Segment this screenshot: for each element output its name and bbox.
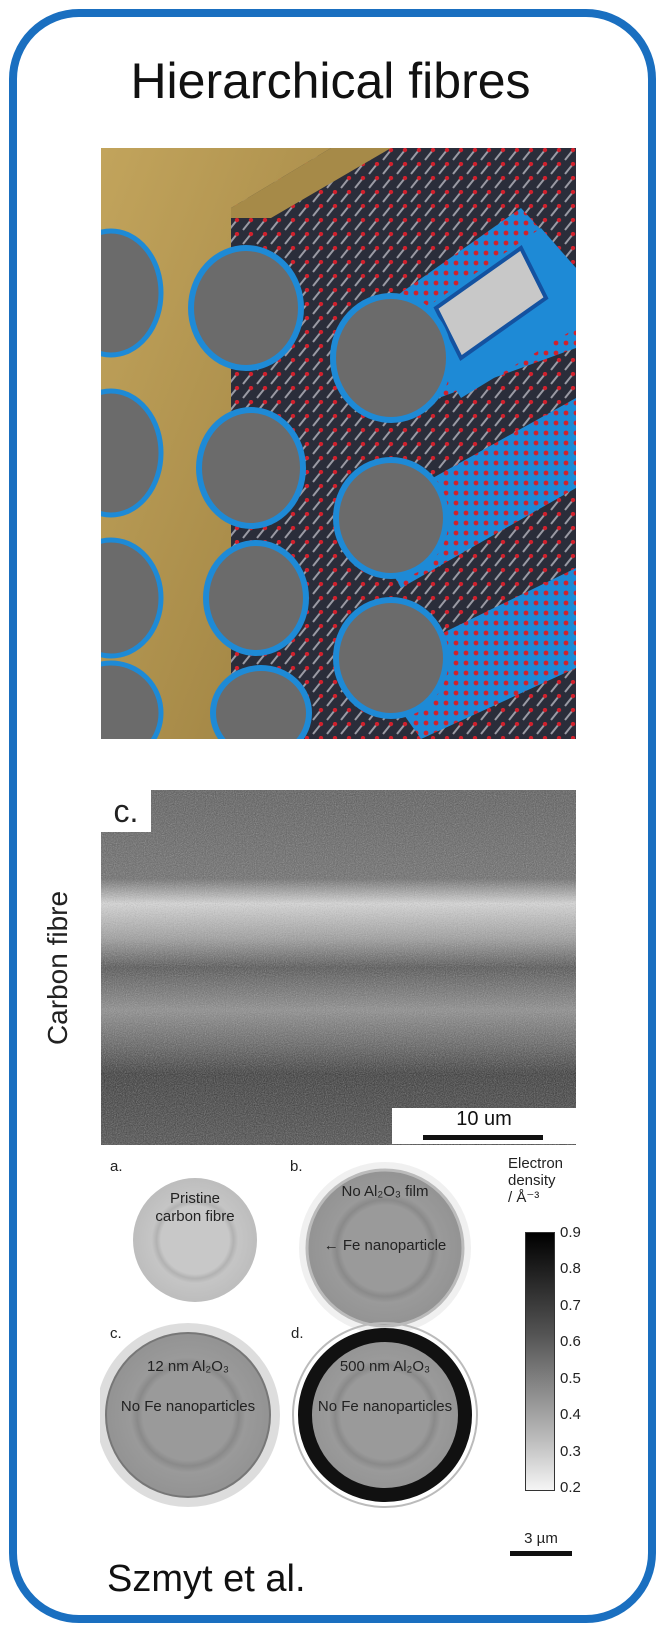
sem-panel-label: c.: [101, 790, 151, 832]
panel-b-text2: ← Fe nanoparticle: [323, 1237, 447, 1254]
slice-d: [298, 1328, 472, 1502]
slice-c: [105, 1332, 271, 1498]
colorbar-tick: 0.3: [560, 1443, 581, 1460]
xct-scale-bar: 3 µm: [510, 1530, 572, 1556]
carbon-fibre-label: Carbon fibre: [42, 890, 73, 1046]
xct-scale-line: [510, 1551, 572, 1556]
colorbar-tick: 0.5: [560, 1370, 581, 1387]
xct-scale-text: 3 µm: [524, 1530, 558, 1547]
panel-c-text1: 12 nm Al₂O₃: [147, 1358, 229, 1375]
slice-a: [133, 1178, 257, 1302]
slice-b: [305, 1168, 465, 1328]
fibre-render-illustration: [101, 148, 576, 739]
colorbar-tick: 0.6: [560, 1333, 581, 1350]
panel-d-text2: No Fe nanoparticles: [317, 1398, 453, 1415]
panel-b-label: b.: [290, 1158, 303, 1175]
page-title: Hierarchical fibres: [130, 53, 531, 109]
colorbar-tick: 0.9: [560, 1224, 581, 1241]
panel-c-text2: No Fe nanoparticles: [120, 1398, 256, 1415]
xct-slices: [100, 1162, 478, 1508]
author-credit: Szmyt et al.: [107, 1558, 306, 1600]
panel-a-text2: carbon fibre: [155, 1208, 235, 1225]
colorbar-tick: 0.8: [560, 1260, 581, 1277]
colorbar-tick: 0.2: [560, 1479, 581, 1496]
sem-scale-bar: 10 um: [392, 1108, 576, 1144]
colorbar: [525, 1232, 555, 1491]
colorbar-tick: 0.7: [560, 1297, 581, 1314]
sem-micrograph: [101, 790, 576, 1145]
panel-d-label: d.: [291, 1325, 304, 1342]
colorbar-tick: 0.4: [560, 1406, 581, 1423]
panel-c-label: c.: [110, 1325, 122, 1342]
panel-b-text1: No Al₂O₃ film: [341, 1183, 429, 1200]
panel-d-text1: 500 nm Al₂O₃: [339, 1358, 431, 1375]
sem-scale-line: [423, 1135, 543, 1140]
colorbar-title: Electron density / Å⁻³: [508, 1155, 564, 1206]
panel-a-label: a.: [110, 1158, 123, 1175]
sem-scale-text: 10 um: [456, 1108, 512, 1130]
panel-a-text1: Pristine: [169, 1190, 221, 1207]
